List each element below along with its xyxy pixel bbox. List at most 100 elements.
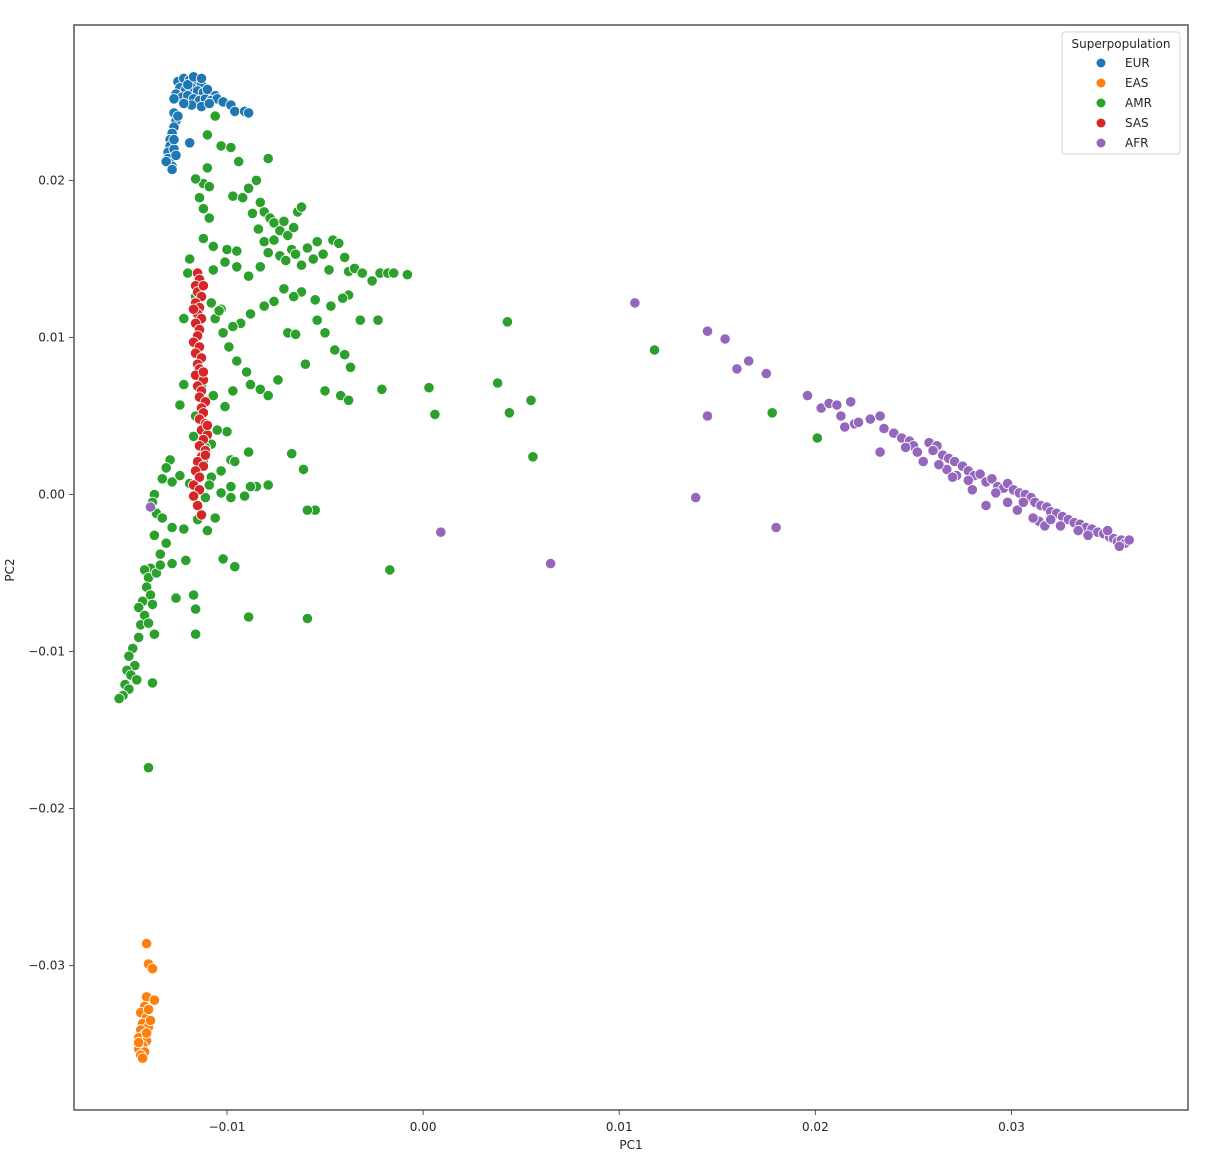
- data-point: [201, 83, 213, 96]
- data-point: [286, 448, 298, 460]
- series-eur: [160, 71, 255, 176]
- data-point: [188, 303, 200, 315]
- data-point: [1045, 513, 1057, 526]
- data-point: [160, 156, 172, 168]
- data-point: [172, 110, 184, 122]
- data-point: [917, 455, 929, 468]
- series-sas: [188, 267, 213, 521]
- data-point: [288, 290, 300, 303]
- data-point: [246, 207, 259, 219]
- data-point: [289, 328, 302, 340]
- data-point: [197, 280, 209, 292]
- series-afr: [144, 297, 1135, 570]
- data-point: [133, 601, 145, 614]
- data-point: [142, 1003, 155, 1016]
- data-point: [215, 140, 227, 152]
- data-point: [137, 1052, 149, 1064]
- data-point: [339, 349, 351, 361]
- data-point: [123, 650, 135, 662]
- data-point: [254, 261, 266, 273]
- data-point: [178, 523, 190, 535]
- data-point: [221, 426, 233, 438]
- data-point: [544, 557, 557, 570]
- data-point: [148, 994, 160, 1006]
- data-point: [388, 267, 400, 279]
- data-point: [501, 316, 513, 328]
- data-point: [156, 512, 168, 524]
- legend: Superpopulation EUR EAS AMR SAS AFR: [1061, 31, 1181, 155]
- data-point: [423, 382, 435, 394]
- data-point: [207, 264, 219, 276]
- data-point: [295, 201, 308, 213]
- data-point: [133, 1036, 145, 1049]
- data-point: [229, 105, 241, 118]
- data-point: [1072, 524, 1084, 537]
- legend-label-afr: AFR: [1125, 136, 1148, 150]
- data-point: [1102, 524, 1114, 537]
- data-point: [203, 479, 215, 491]
- legend-marker-sas-icon: [1096, 118, 1106, 128]
- data-point: [174, 399, 186, 411]
- x-axis-ticks: −0.01 0.00 0.01 0.02 0.03: [209, 1110, 1025, 1134]
- data-point: [911, 446, 923, 458]
- data-point: [227, 320, 239, 333]
- data-point: [317, 248, 329, 260]
- data-point: [986, 473, 998, 485]
- data-point: [311, 314, 323, 326]
- data-point: [262, 389, 274, 402]
- data-point: [1001, 496, 1014, 508]
- data-point: [184, 137, 196, 149]
- data-point: [211, 424, 223, 436]
- data-point: [227, 385, 239, 397]
- data-point: [166, 557, 178, 570]
- data-point: [193, 471, 206, 483]
- data-point: [1082, 529, 1094, 541]
- data-point: [195, 509, 208, 521]
- data-point: [201, 524, 213, 537]
- data-point: [319, 385, 331, 397]
- data-point: [927, 444, 939, 457]
- data-point: [182, 267, 194, 279]
- data-point: [142, 762, 155, 774]
- data-point: [203, 97, 215, 110]
- data-point: [760, 367, 772, 380]
- data-point: [1017, 496, 1029, 508]
- data-point: [503, 407, 515, 419]
- data-point: [113, 692, 125, 705]
- data-point: [262, 479, 274, 491]
- data-point: [154, 559, 166, 571]
- data-point: [215, 465, 227, 477]
- data-point: [148, 529, 160, 541]
- data-point: [243, 182, 255, 194]
- data-point: [146, 598, 159, 611]
- data-point: [301, 612, 313, 625]
- data-point: [197, 366, 209, 378]
- data-point: [354, 314, 366, 326]
- data-point: [1011, 504, 1024, 516]
- data-point: [146, 677, 159, 689]
- y-axis-ticks: 0.02 0.01 0.00 −0.01 −0.02 −0.03: [28, 173, 74, 973]
- data-point: [201, 129, 213, 141]
- legend-marker-eas-icon: [1096, 78, 1106, 88]
- data-point: [376, 383, 388, 395]
- data-point: [874, 446, 886, 458]
- data-point: [731, 363, 743, 375]
- data-point: [131, 674, 143, 686]
- legend-title: Superpopulation: [1071, 37, 1170, 51]
- data-point: [213, 305, 225, 317]
- data-point: [244, 308, 257, 320]
- y-tick-label: −0.03: [28, 959, 65, 973]
- data-point: [192, 499, 204, 512]
- data-point: [231, 261, 243, 273]
- data-point: [148, 628, 160, 640]
- data-point: [311, 236, 323, 248]
- data-point: [217, 327, 229, 339]
- data-point: [527, 451, 539, 463]
- data-point: [207, 389, 219, 402]
- data-point: [160, 462, 172, 474]
- data-point: [237, 192, 249, 204]
- legend-marker-amr-icon: [1096, 98, 1106, 108]
- data-point: [309, 294, 321, 306]
- x-tick-label: −0.01: [209, 1120, 246, 1134]
